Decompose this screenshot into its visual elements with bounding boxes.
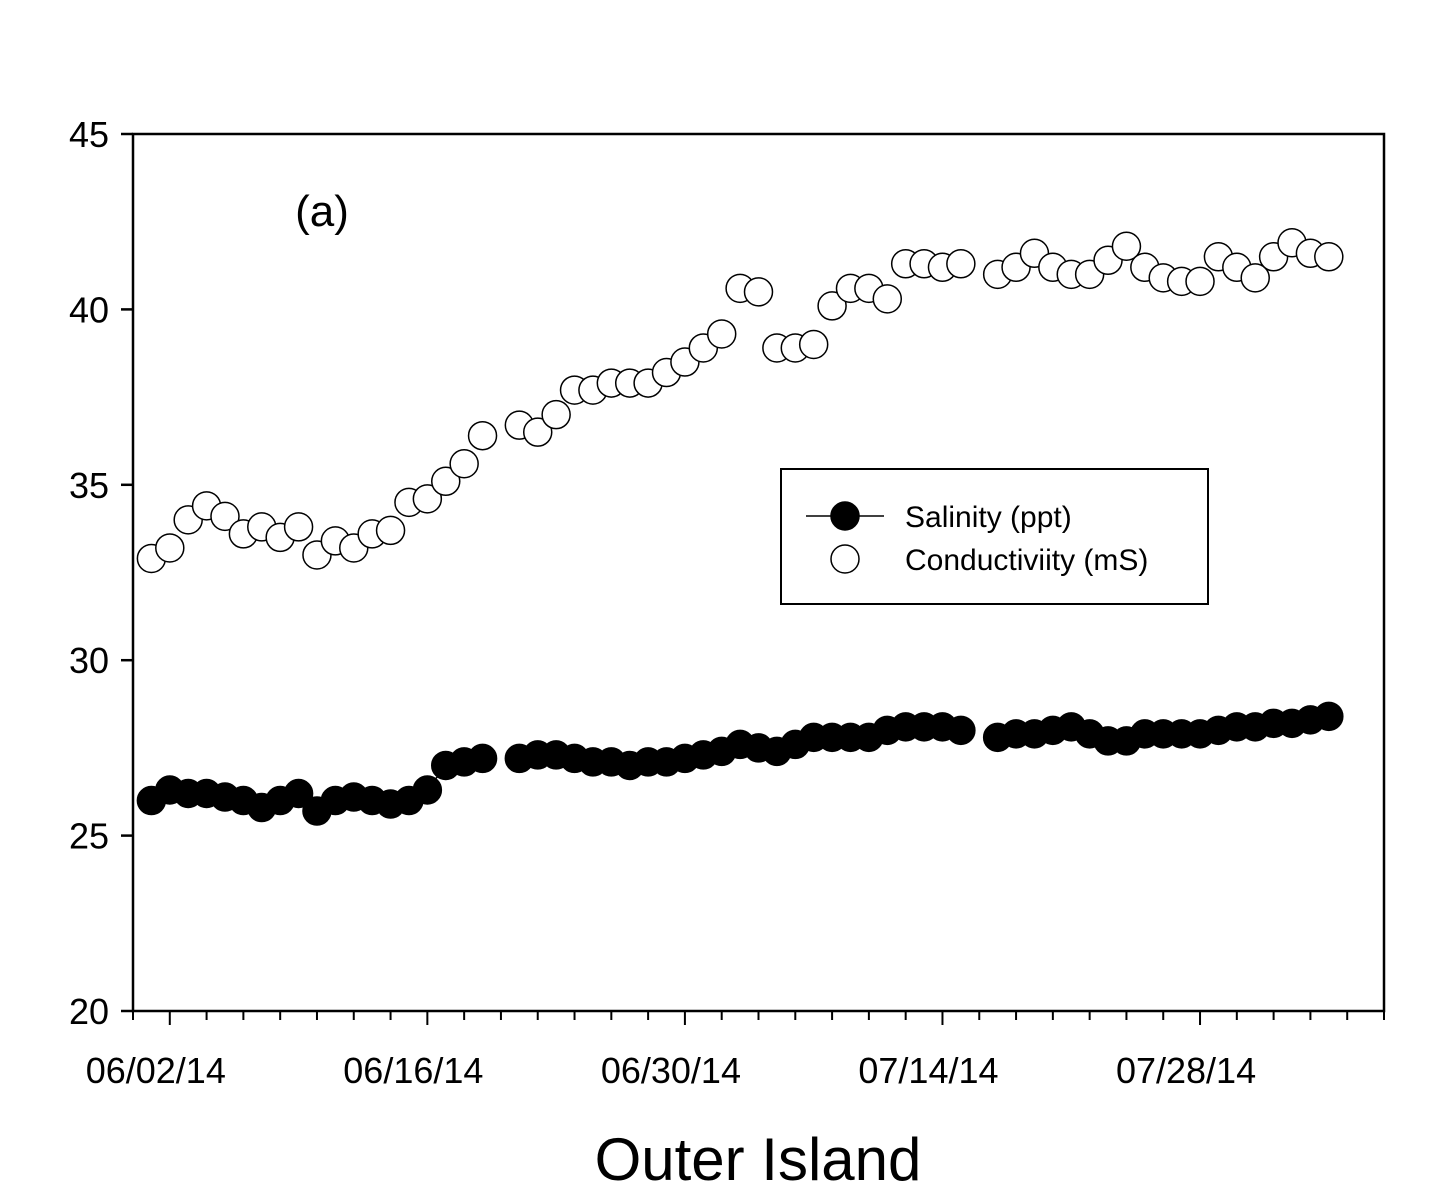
conductivity-point (283, 512, 314, 542)
y-tick-label: 45 (69, 114, 109, 155)
x-tick-label: 06/30/14 (601, 1050, 741, 1091)
x-axis: 06/02/14 06/16/14 06/30/14 07/14/14 07/28/14 (86, 1011, 1385, 1091)
x-axis-title: Outer Island (595, 1126, 922, 1193)
y-tick-label: 20 (69, 991, 109, 1032)
conductivity-point (467, 420, 498, 451)
conductivity-point (1111, 231, 1142, 262)
legend-conductivity-label: Conductiviity (mS) (905, 544, 1148, 577)
conductivity-point (155, 533, 185, 563)
panel-label: (a) (295, 187, 349, 236)
conductivity-point (375, 515, 406, 546)
y-tick-label: 40 (69, 289, 109, 330)
y-tick-label: 30 (69, 640, 109, 681)
conductivity-point (1185, 266, 1215, 297)
legend-conductivity-marker (830, 544, 860, 574)
conductivity-point (743, 277, 774, 307)
salinity-point (467, 743, 498, 774)
salinity-point (283, 778, 314, 809)
legend-salinity-marker (830, 501, 860, 531)
conductivity-point (798, 329, 829, 360)
conductivity-point (541, 399, 571, 430)
conductivity-point (946, 249, 976, 279)
conductivity-point (872, 284, 903, 314)
series-conductivity (136, 227, 1344, 574)
legend-box (780, 468, 1209, 605)
y-tick-label: 25 (69, 816, 109, 857)
legend: Salinity (ppt) Conductiviity (mS) (780, 468, 1209, 605)
salinity-point (946, 715, 976, 746)
conductivity-point (210, 501, 240, 532)
salinity-point (412, 775, 443, 805)
x-tick-label: 06/16/14 (343, 1050, 483, 1091)
x-tick-label: 07/14/14 (858, 1050, 998, 1091)
y-tick-label: 35 (69, 465, 109, 506)
conductivity-point (1240, 263, 1270, 293)
conductivity-point (706, 319, 737, 349)
legend-salinity-label: Salinity (ppt) (905, 501, 1072, 534)
conductivity-point (431, 466, 461, 497)
conductivity-point (817, 291, 847, 321)
conductivity-point (1314, 242, 1344, 272)
x-tick-label: 06/02/14 (86, 1050, 226, 1091)
conductivity-point (412, 484, 443, 514)
series-salinity (136, 701, 1344, 826)
salinity-point (1314, 701, 1344, 732)
conductivity-point (449, 449, 479, 479)
conductivity-point (522, 417, 553, 447)
y-axis: 20 25 30 35 40 45 (69, 114, 133, 1032)
x-tick-label: 07/28/14 (1116, 1050, 1256, 1091)
